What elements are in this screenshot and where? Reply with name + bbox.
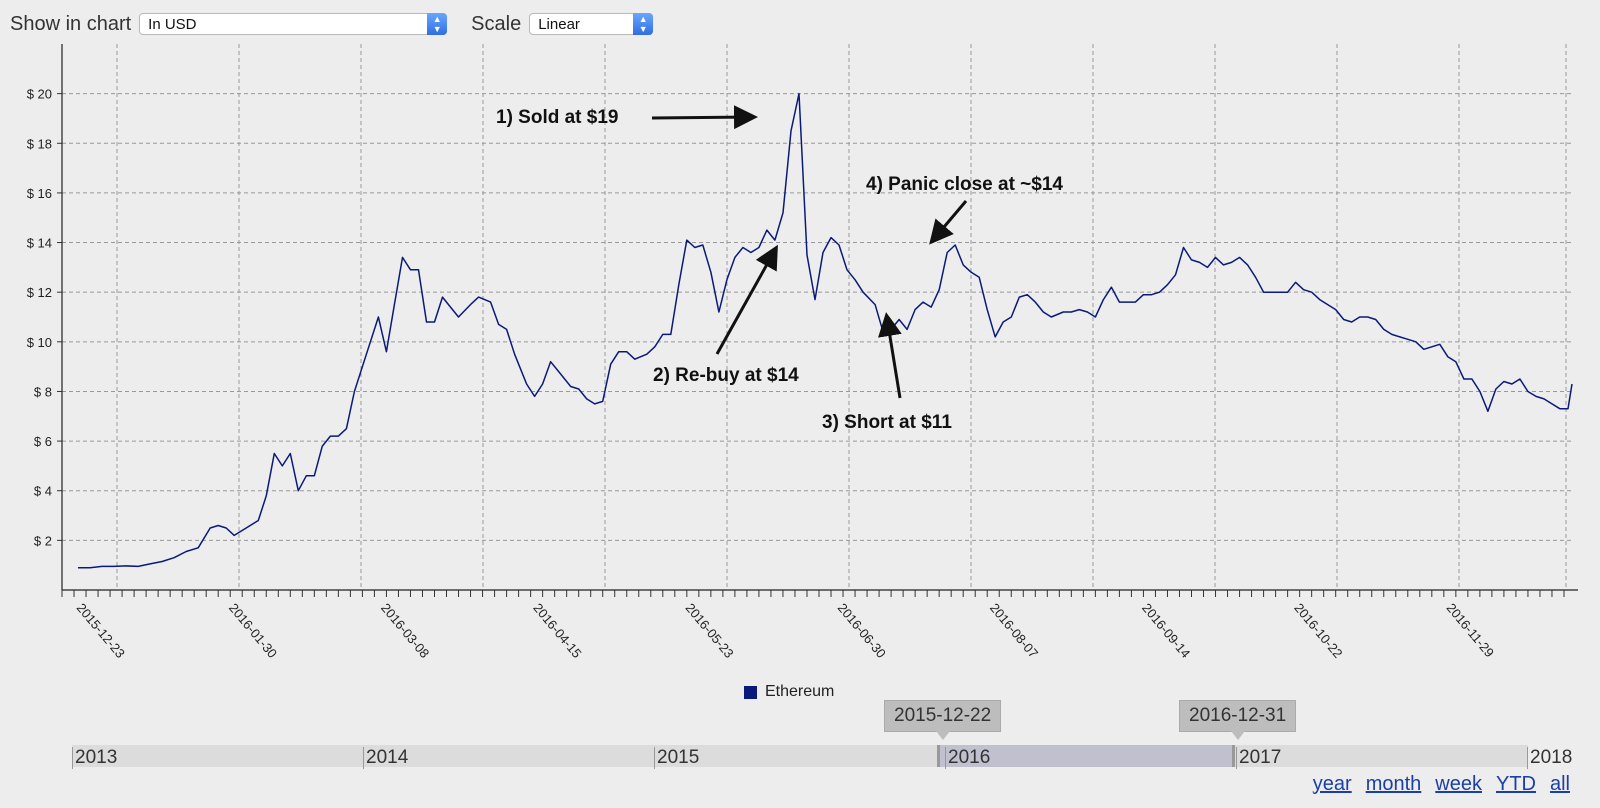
navigator-selection[interactable] — [937, 745, 1235, 767]
navigator-year-2014: 2014 — [363, 747, 408, 769]
ethereum-price-line — [78, 92, 1573, 569]
y-tick-label: $ 8 — [34, 384, 52, 399]
y-tick-label: $ 16 — [27, 186, 52, 201]
currency-select-value: In USD — [148, 16, 197, 33]
legend-label-ethereum: Ethereum — [765, 683, 835, 700]
x-tick-label: 2016-08-07 — [987, 600, 1041, 661]
range-all-link[interactable]: all — [1549, 773, 1570, 795]
x-tick-label: 2016-04-15 — [530, 600, 584, 661]
chart-legend[interactable]: Ethereum — [744, 683, 834, 701]
annotation-label: 2) Re-buy at $14 — [653, 365, 799, 386]
y-tick-label: $ 14 — [27, 236, 52, 251]
range-buttons: year month week YTD all — [1313, 773, 1570, 796]
annotation-label: 4) Panic close at ~$14 — [866, 174, 1063, 195]
range-month-link[interactable]: month — [1365, 773, 1422, 795]
legend-swatch — [744, 685, 757, 699]
y-tick-label: $ 10 — [27, 335, 52, 350]
chart-controls: Show in chart In USD ▲ ▼ Scale Linear ▲ ▼ — [10, 10, 654, 38]
navigator-year-2018: 2018 — [1527, 747, 1572, 769]
x-tick-label: 2016-05-23 — [683, 600, 737, 661]
y-tick-label: $ 12 — [27, 285, 52, 300]
show-in-chart-label: Show in chart — [10, 12, 132, 35]
navigator-year-2015: 2015 — [654, 747, 699, 769]
navigator-year-2016: 2016 — [945, 747, 990, 769]
select-arrows-icon: ▲ ▼ — [427, 13, 448, 35]
range-week-link[interactable]: week — [1435, 773, 1482, 795]
x-tick-label: 2016-01-30 — [226, 600, 280, 661]
annotation-arrow — [929, 200, 968, 245]
navigator-end-label: 2016-12-31 — [1189, 705, 1287, 726]
x-tick-label: 2016-06-30 — [835, 600, 889, 661]
navigator-year-2013: 2013 — [72, 747, 117, 769]
x-tick-label: 2016-11-29 — [1444, 600, 1498, 660]
navigator-start-label: 2015-12-22 — [894, 705, 992, 726]
y-tick-label: $ 20 — [27, 87, 52, 102]
annotation-label: 1) Sold at $19 — [496, 107, 619, 128]
annotation-arrow — [651, 105, 758, 130]
annotation-arrow — [878, 312, 902, 399]
x-tick-label: 2016-03-08 — [378, 600, 432, 661]
navigator-end-handle[interactable]: 2016-12-31 — [1179, 700, 1297, 740]
annotation-arrow — [715, 244, 778, 355]
y-tick-label: $ 4 — [34, 484, 52, 499]
x-tick-label: 2016-10-22 — [1291, 600, 1345, 661]
navigator-track[interactable] — [72, 745, 1528, 767]
y-tick-label: $ 18 — [27, 136, 52, 151]
scale-select[interactable]: Linear ▲ ▼ — [529, 13, 654, 35]
navigator-start-handle[interactable]: 2015-12-22 — [884, 700, 1002, 740]
scale-select-value: Linear — [538, 16, 580, 33]
annotation-label: 3) Short at $11 — [822, 412, 952, 433]
currency-select[interactable]: In USD ▲ ▼ — [139, 13, 448, 35]
price-chart: $ 2 $ 4 $ 6 $ 8 $ 10 $ 12 $ 14 $ 16 $ 18 $ 20 2015… — [27, 44, 1578, 661]
range-year-link[interactable]: year — [1312, 773, 1352, 795]
y-tick-label: $ 2 — [34, 533, 52, 548]
select-arrows-icon: ▲ ▼ — [633, 13, 654, 35]
y-tick-label: $ 6 — [34, 434, 52, 449]
x-tick-label: 2016-09-14 — [1139, 600, 1193, 661]
ethereum-data-points — [77, 93, 1573, 569]
navigator-year-2017: 2017 — [1236, 747, 1281, 769]
scale-label: Scale — [471, 12, 522, 35]
x-tick-label: 2015-12-23 — [74, 600, 128, 661]
range-ytd-link[interactable]: YTD — [1495, 773, 1536, 795]
